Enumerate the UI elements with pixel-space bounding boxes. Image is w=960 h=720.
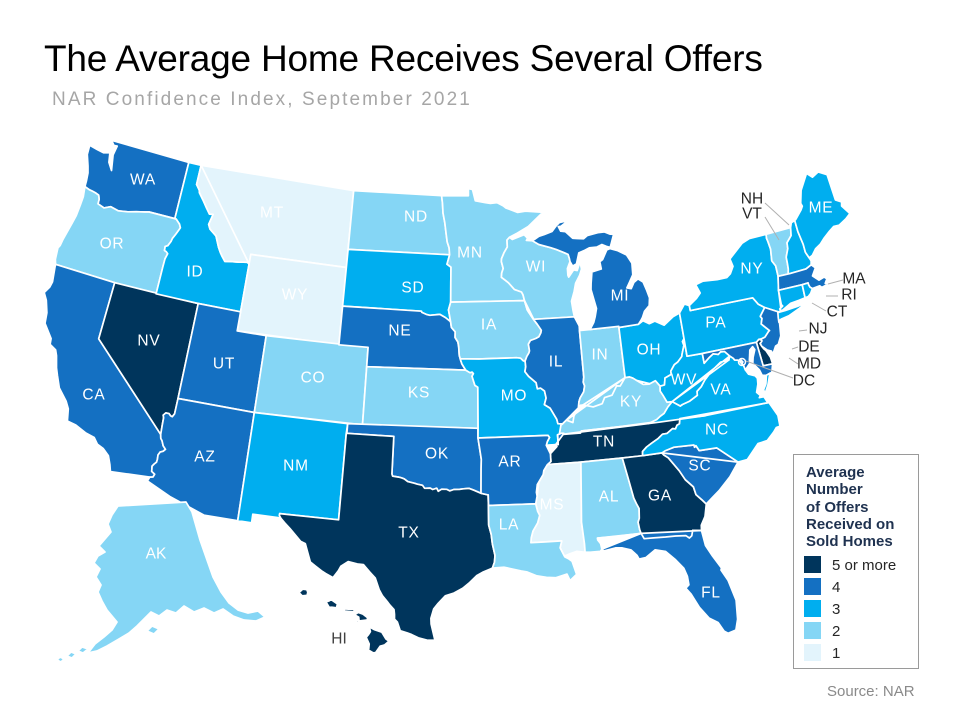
- svg-text:NY: NY: [740, 261, 763, 278]
- svg-text:CO: CO: [301, 370, 326, 387]
- svg-text:KS: KS: [408, 385, 430, 402]
- svg-text:ME: ME: [809, 200, 834, 217]
- svg-text:DE: DE: [798, 339, 820, 356]
- svg-text:IA: IA: [481, 317, 497, 334]
- svg-text:LA: LA: [499, 517, 520, 534]
- svg-text:ND: ND: [404, 209, 428, 226]
- svg-text:WA: WA: [130, 172, 156, 189]
- svg-text:KY: KY: [620, 394, 642, 411]
- svg-text:AL: AL: [599, 489, 620, 506]
- svg-text:MA: MA: [842, 271, 866, 288]
- svg-text:UT: UT: [213, 356, 235, 373]
- svg-text:MD: MD: [797, 356, 821, 373]
- svg-text:GA: GA: [648, 488, 672, 505]
- svg-text:IN: IN: [591, 347, 608, 364]
- svg-text:ID: ID: [186, 264, 203, 281]
- svg-text:NE: NE: [388, 323, 411, 340]
- svg-text:MI: MI: [611, 288, 630, 305]
- svg-text:NM: NM: [283, 458, 309, 475]
- svg-text:MT: MT: [260, 205, 284, 222]
- svg-text:OH: OH: [637, 342, 662, 359]
- svg-text:NH: NH: [741, 191, 763, 208]
- svg-text:MN: MN: [457, 245, 483, 262]
- svg-text:NV: NV: [137, 333, 160, 350]
- svg-text:HI: HI: [331, 631, 347, 648]
- svg-text:TX: TX: [398, 525, 419, 542]
- svg-text:DC: DC: [793, 373, 815, 390]
- svg-text:IL: IL: [549, 354, 564, 371]
- svg-text:FL: FL: [701, 585, 721, 602]
- svg-text:WY: WY: [282, 287, 309, 304]
- svg-text:AK: AK: [146, 546, 167, 563]
- svg-text:MO: MO: [501, 388, 528, 405]
- svg-text:OK: OK: [425, 446, 449, 463]
- svg-text:PA: PA: [705, 315, 726, 332]
- svg-text:RI: RI: [841, 287, 857, 304]
- svg-text:VA: VA: [710, 382, 731, 399]
- svg-text:MS: MS: [540, 497, 565, 514]
- svg-text:NC: NC: [705, 422, 729, 439]
- svg-text:VT: VT: [742, 206, 762, 223]
- svg-text:WI: WI: [526, 259, 547, 276]
- svg-text:CA: CA: [82, 387, 105, 404]
- svg-text:SD: SD: [401, 280, 424, 297]
- svg-text:TN: TN: [593, 434, 615, 451]
- svg-text:AZ: AZ: [194, 449, 215, 466]
- svg-text:NJ: NJ: [809, 321, 828, 338]
- svg-text:CT: CT: [827, 304, 848, 321]
- svg-text:SC: SC: [688, 458, 711, 475]
- svg-text:AR: AR: [498, 454, 521, 471]
- svg-text:WV: WV: [671, 372, 698, 389]
- svg-text:OR: OR: [100, 236, 125, 253]
